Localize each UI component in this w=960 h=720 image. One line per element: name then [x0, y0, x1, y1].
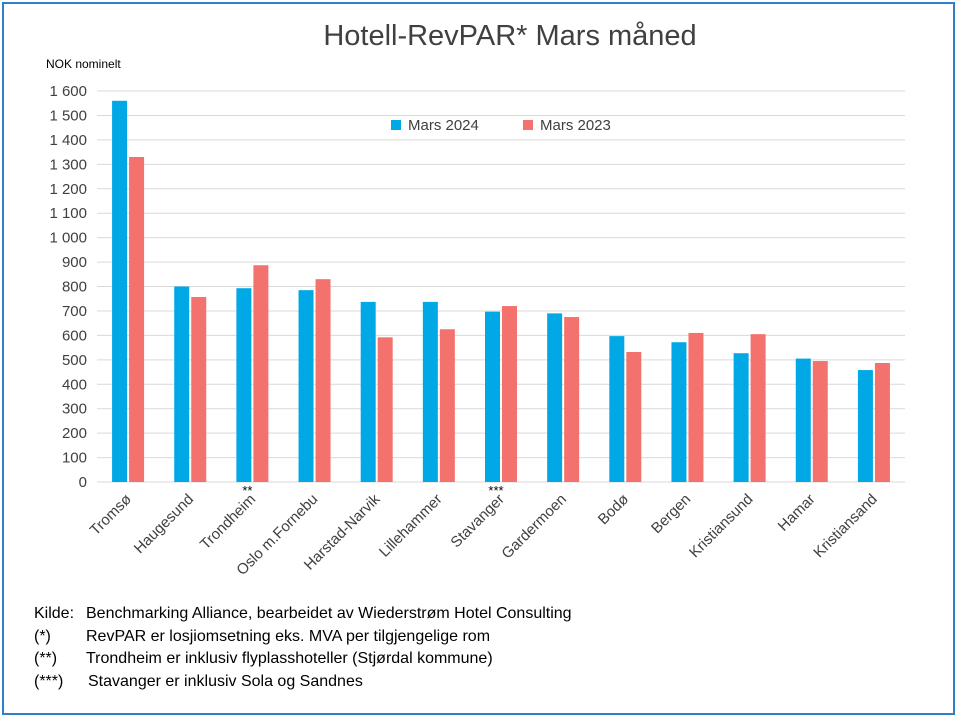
x-category-label: Tromsø — [87, 491, 135, 539]
y-tick-label: 1 000 — [49, 230, 87, 247]
x-category-label: Bergen — [648, 491, 694, 537]
y-tick-label: 100 — [62, 450, 87, 467]
y-tick-label: 1 100 — [49, 205, 87, 222]
bar-mars-2024 — [422, 301, 438, 482]
bar-mars-2023 — [750, 334, 766, 482]
x-category-label: Gardermoen — [498, 491, 570, 563]
bar-mars-2024 — [547, 313, 563, 482]
footnote-2: (**) Trondheim er inklusiv flyplasshotel… — [34, 648, 572, 671]
bar-mars-2023 — [564, 317, 580, 482]
y-tick-label: 700 — [62, 303, 87, 320]
x-category-label: Stavanger — [447, 491, 507, 551]
bar-mars-2023 — [129, 156, 145, 482]
x-category-label: Trondheim — [197, 491, 259, 553]
bar-mars-2023 — [377, 337, 393, 482]
y-tick-label: 200 — [62, 425, 87, 442]
bar-mars-2024 — [298, 290, 314, 482]
legend-label: Mars 2023 — [540, 117, 611, 134]
x-category-label: Haugesund — [131, 491, 197, 557]
y-tick-label: 900 — [62, 254, 87, 271]
y-tick-label: 400 — [62, 376, 87, 393]
bar-mars-2024 — [609, 336, 625, 482]
bar-mars-2024 — [360, 301, 376, 482]
footnote-3: (***) Stavanger er inklusiv Sola og Sand… — [34, 671, 572, 694]
footnote-1: (*) RevPAR er losjiomsetning eks. MVA pe… — [34, 626, 572, 649]
y-tick-label: 1 300 — [49, 156, 87, 173]
bar-mars-2023 — [253, 265, 269, 482]
y-tick-label: 1 400 — [49, 132, 87, 149]
footnotes: Kilde: Benchmarking Alliance, bearbeidet… — [34, 603, 572, 693]
bar-mars-2024 — [671, 342, 687, 482]
legend-swatch — [391, 120, 401, 130]
bar-mars-2023 — [626, 351, 642, 482]
x-category-label: Hamar — [775, 491, 819, 535]
bar-mars-2023 — [874, 362, 890, 482]
x-category-label: Kristiansand — [810, 491, 880, 561]
bar-mars-2024 — [485, 311, 500, 482]
bar-mars-2023 — [688, 332, 704, 482]
footnote-key: (***) — [34, 672, 64, 690]
footnote-text: Stavanger er inklusiv Sola og Sandnes — [88, 672, 363, 690]
bar-mars-2023 — [315, 279, 331, 482]
x-category-label: Lillehammer — [376, 491, 446, 561]
y-tick-label: 300 — [62, 401, 87, 418]
bar-mars-2023 — [812, 361, 828, 482]
footnote-source: Kilde: Benchmarking Alliance, bearbeidet… — [34, 603, 572, 626]
legend-swatch — [523, 120, 533, 130]
bar-mars-2023 — [439, 329, 455, 482]
bar-mars-2023 — [502, 306, 517, 482]
x-category-label: Bodø — [595, 491, 632, 528]
category-footnote-mark: *** — [488, 483, 503, 498]
y-tick-label: 500 — [62, 352, 87, 369]
footnote-key: Kilde: — [34, 605, 75, 622]
bar-mars-2024 — [795, 358, 811, 482]
bar-mars-2024 — [733, 353, 749, 482]
y-tick-label: 1 500 — [49, 107, 87, 124]
bar-chart: 0 100 200 300 400 500 600 700 800 900 1 000 1 100 1 … — [49, 83, 905, 579]
footnote-text: Benchmarking Alliance, bearbeidet av Wie… — [86, 605, 572, 622]
footnote-text: RevPAR er losjiomsetning eks. MVA per ti… — [86, 627, 491, 645]
y-tick-label: 1 600 — [49, 83, 87, 100]
bar-mars-2024 — [174, 286, 190, 482]
chart-title: Hotell-RevPAR* Mars måned — [323, 20, 697, 52]
footnote-key: (*) — [34, 627, 51, 645]
bar-mars-2024 — [857, 370, 873, 482]
bar-mars-2024 — [112, 100, 128, 483]
legend-label: Mars 2024 — [408, 117, 479, 134]
y-tick-label: 1 200 — [49, 181, 87, 198]
category-footnote-mark: ** — [242, 483, 252, 498]
y-tick-label: 600 — [62, 327, 87, 344]
y-tick-label: 800 — [62, 279, 87, 296]
footnote-key: (**) — [34, 650, 58, 667]
y-tick-label: 0 — [79, 474, 87, 491]
x-category-label: Kristiansund — [686, 491, 756, 561]
y-axis-unit-label: NOK nominelt — [46, 57, 121, 71]
bar-mars-2024 — [236, 288, 252, 482]
footnote-text: Trondheim er inklusiv flyplasshoteller (… — [86, 650, 493, 667]
bar-mars-2023 — [191, 297, 207, 482]
